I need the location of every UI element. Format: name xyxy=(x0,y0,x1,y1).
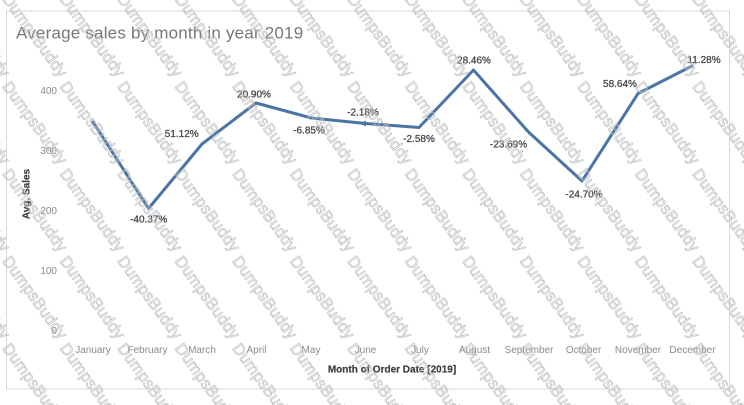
svg-text:July: July xyxy=(411,345,429,356)
svg-text:June: June xyxy=(355,345,377,356)
svg-text:58.64%: 58.64% xyxy=(603,79,637,90)
svg-text:May: May xyxy=(302,345,321,356)
svg-text:Avg. Sales: Avg. Sales xyxy=(22,168,33,219)
svg-text:300: 300 xyxy=(40,146,57,157)
svg-text:DumpsBuddy: DumpsBuddy xyxy=(689,341,744,405)
svg-text:11.28%: 11.28% xyxy=(687,55,720,66)
svg-text:200: 200 xyxy=(40,206,57,217)
svg-text:February: February xyxy=(127,345,167,356)
svg-text:20.90%: 20.90% xyxy=(237,90,271,101)
svg-text:28.46%: 28.46% xyxy=(457,56,491,67)
svg-text:100: 100 xyxy=(40,266,57,277)
svg-text:-23.69%: -23.69% xyxy=(490,140,527,151)
svg-text:September: September xyxy=(505,345,555,356)
svg-text:-6.85%: -6.85% xyxy=(293,125,325,136)
svg-text:51.12%: 51.12% xyxy=(165,129,199,140)
svg-text:Month of Order Date [2019]: Month of Order Date [2019] xyxy=(328,365,456,376)
svg-text:0: 0 xyxy=(51,326,57,337)
svg-text:400: 400 xyxy=(40,86,57,97)
svg-text:Average sales by month in year: Average sales by month in year 2019 xyxy=(16,24,303,43)
svg-text:-40.37%: -40.37% xyxy=(130,215,167,226)
svg-text:March: March xyxy=(188,345,216,356)
svg-text:August: August xyxy=(459,345,490,356)
svg-text:November: November xyxy=(615,345,662,356)
svg-text:October: October xyxy=(566,345,602,356)
svg-text:-2.18%: -2.18% xyxy=(347,108,379,119)
svg-text:-2.58%: -2.58% xyxy=(403,134,435,145)
svg-text:April: April xyxy=(246,345,266,356)
svg-text:-24.70%: -24.70% xyxy=(565,190,602,201)
svg-text:December: December xyxy=(669,345,716,356)
svg-text:January: January xyxy=(75,345,111,356)
